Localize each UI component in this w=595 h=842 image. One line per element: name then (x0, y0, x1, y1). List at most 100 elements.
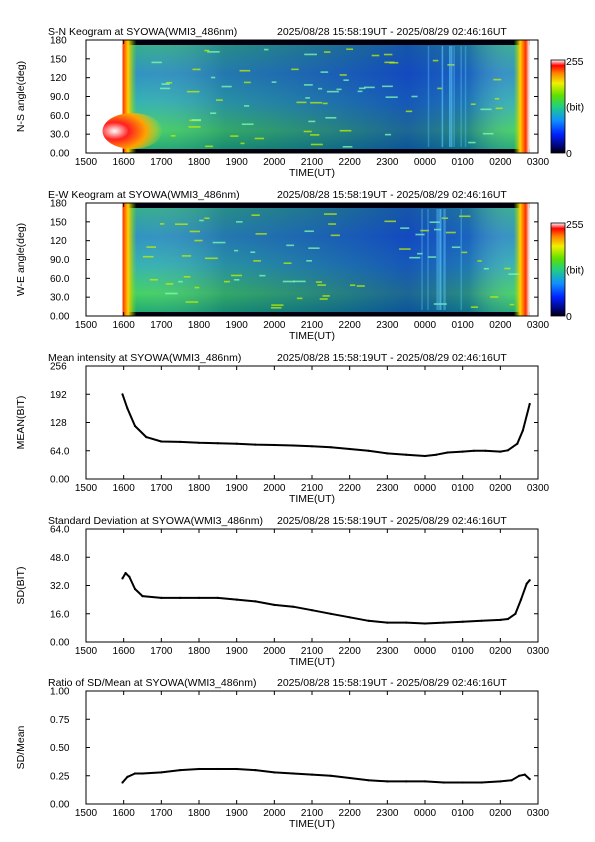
y-tick-label: 120 (50, 73, 67, 84)
chart-time-range: 2025/08/28 15:58:19UT - 2025/08/29 02:46… (277, 515, 507, 527)
data-point (133, 424, 137, 428)
x-tick-label: 0100 (452, 646, 475, 657)
y-axis-label: N-S angle(deg) (15, 61, 27, 132)
keogram-streak (243, 81, 251, 84)
data-point (472, 449, 476, 452)
data-point (528, 778, 531, 781)
keogram-streak (205, 145, 214, 148)
keogram-streak (320, 71, 329, 73)
keogram-streak (339, 129, 352, 132)
y-tick-label: 32.0 (50, 581, 70, 592)
x-tick-label: 1700 (150, 808, 173, 819)
data-point (514, 612, 517, 615)
keogram-streak (441, 217, 449, 219)
keogram-streak (308, 247, 320, 249)
y-tick-label: 30.0 (50, 293, 70, 304)
data-point (235, 442, 238, 445)
x-tick-label: 0100 (452, 320, 475, 331)
x-tick-label: 0000 (414, 646, 437, 657)
data-point (484, 449, 487, 452)
keogram-streak (305, 97, 310, 99)
keogram-vertical-streak (464, 46, 467, 147)
keogram-streak (191, 119, 202, 121)
x-tick-label: 1700 (150, 646, 173, 657)
data-point (506, 617, 509, 621)
data-point (386, 452, 389, 455)
keogram-vertical-streak (421, 209, 423, 310)
x-axis-label: TIME(UT) (289, 330, 335, 342)
keogram-streak (429, 221, 440, 224)
data-point (141, 772, 144, 775)
plot-area (86, 529, 538, 642)
x-tick-label: 0100 (452, 483, 475, 494)
keogram-streak (494, 97, 500, 100)
keogram-streak (468, 141, 476, 144)
keogram-streak (385, 96, 398, 98)
keogram-streak (165, 283, 174, 285)
y-tick-label: 150 (50, 217, 67, 228)
chart-title: Mean intensity at SYOWA(WMI3_486nm) (48, 352, 241, 364)
y-tick-label: 30.0 (50, 130, 70, 141)
keogram-streak (263, 48, 269, 51)
keogram-streak (318, 87, 323, 90)
x-tick-label: 1500 (75, 157, 98, 168)
keogram-streak (322, 102, 328, 105)
keogram-streak (204, 49, 210, 52)
x-tick-label: 2000 (263, 808, 286, 819)
keogram-streak (405, 110, 413, 113)
data-point (273, 771, 276, 774)
keogram-streak (251, 214, 260, 216)
keogram-streak (286, 244, 295, 247)
keogram-vertical-streak (439, 209, 441, 310)
data-point (133, 587, 137, 591)
keogram-streak (255, 233, 267, 235)
data-point (446, 451, 449, 454)
colorbar-unit-label: (bit) (566, 102, 584, 114)
x-tick-label: 2300 (376, 808, 399, 819)
x-tick-label: 2000 (263, 320, 286, 331)
x-tick-label: 1600 (113, 157, 136, 168)
x-tick-label: 1900 (226, 157, 249, 168)
y-tick-label: 150 (50, 54, 67, 65)
data-point (423, 454, 427, 458)
keogram-streak (350, 284, 356, 287)
keogram-streak (363, 86, 375, 89)
x-tick-label: 1700 (150, 320, 173, 331)
keogram-streak (160, 87, 171, 90)
data-point (273, 443, 276, 447)
keogram-streak (342, 145, 353, 148)
keogram-streak (325, 116, 337, 119)
y-axis-label: SD(BIT) (15, 567, 27, 605)
data-point (510, 779, 513, 782)
keogram-streak (504, 267, 511, 270)
keogram-streak (223, 280, 230, 283)
keogram-streak (409, 256, 421, 259)
keogram-streak (357, 90, 363, 93)
colorbar (550, 222, 566, 317)
keogram-streak (477, 260, 482, 262)
x-tick-label: 1800 (188, 483, 211, 494)
y-tick-label: 90.0 (50, 255, 70, 266)
y-tick-label: 180 (50, 199, 67, 210)
keogram-streak (432, 59, 439, 62)
keogram-streak (490, 296, 499, 298)
x-tick-label: 1800 (188, 808, 211, 819)
x-tick-label: 2200 (339, 320, 362, 331)
keogram-streak (458, 215, 471, 218)
data-point (254, 769, 257, 772)
keogram-streak (183, 275, 191, 278)
y-tick-label: 0.00 (50, 638, 70, 649)
keogram-streak (315, 281, 323, 283)
y-tick-label: 16.0 (50, 609, 70, 620)
data-point (521, 429, 525, 432)
chart-panel-1: 255 (bit) 0 S-N Keogram at SYOWA(WMI3_486nm… (15, 26, 584, 179)
y-axis-label: W-E angle(deg) (15, 223, 27, 296)
data-point (292, 605, 295, 608)
colorbar-unit-label: (bit) (566, 265, 584, 277)
x-tick-label: 0200 (489, 808, 512, 819)
keogram-streak (483, 267, 489, 270)
keogram-streak (509, 303, 515, 306)
chart-title: S-N Keogram at SYOWA(WMI3_486nm) (48, 26, 237, 38)
keogram-streak (221, 85, 232, 88)
